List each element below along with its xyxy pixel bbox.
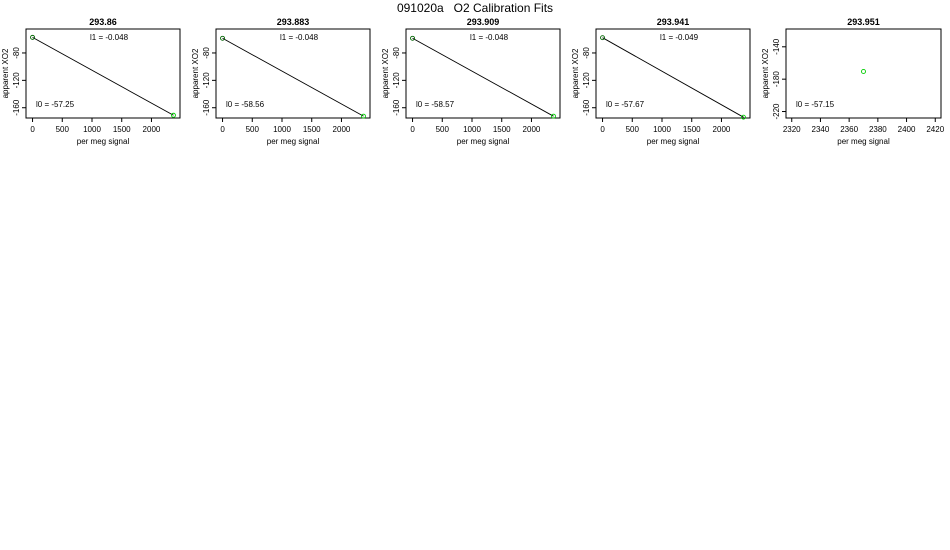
slope-annotation: l1 = -0.048 — [470, 33, 509, 42]
y-tick-label: -120 — [202, 72, 211, 89]
data-point — [220, 35, 225, 41]
y-axis-label: apparent XO2 — [381, 48, 390, 98]
chart-panel-1: 293.86 0 500 1000 1500 2000 -160 -120 -80 per meg… — [1, 17, 181, 146]
x-tick-label: 500 — [246, 125, 260, 134]
intercept-annotation: l0 = -57.25 — [36, 100, 75, 109]
x-tick-label: 1500 — [113, 125, 131, 134]
slope-annotation: l1 = -0.048 — [280, 33, 319, 42]
x-tick-label: 2000 — [713, 125, 731, 134]
intercept-annotation: l0 = -58.57 — [416, 100, 455, 109]
x-tick-label: 1000 — [463, 125, 481, 134]
y-tick-label: -120 — [582, 72, 591, 89]
x-tick-label: 500 — [626, 125, 640, 134]
x-tick-label: 0 — [220, 125, 225, 134]
panel-title: 293.941 — [657, 17, 690, 27]
x-tick-label: 1000 — [653, 125, 671, 134]
data-point — [30, 34, 35, 40]
data-point — [861, 69, 866, 74]
figure-title: 091020a O2 Calibration Fits — [397, 1, 553, 15]
panel-title: 293.951 — [847, 17, 880, 27]
intercept-annotation: l0 = -57.67 — [606, 100, 645, 109]
y-axis-label: apparent XO2 — [1, 48, 10, 98]
panels: 293.86 0 500 1000 1500 2000 -160 -120 -80 per meg… — [1, 17, 945, 146]
data-point — [600, 35, 605, 41]
y-tick-label: -160 — [202, 99, 211, 116]
y-tick-label: -180 — [772, 71, 781, 88]
x-tick-label: 2000 — [143, 125, 161, 134]
y-axis-label: apparent XO2 — [191, 48, 200, 98]
y-tick-label: -80 — [582, 47, 591, 59]
x-axis-label: per meg signal — [647, 137, 700, 146]
x-tick-label: 1000 — [83, 125, 101, 134]
data-point — [551, 113, 556, 119]
x-tick-label: 2320 — [783, 125, 801, 134]
x-tick-label: 0 — [600, 125, 605, 134]
y-tick-label: -160 — [12, 99, 21, 116]
x-tick-label: 1500 — [683, 125, 701, 134]
x-tick-label: 0 — [410, 125, 415, 134]
x-axis-label: per meg signal — [457, 137, 510, 146]
panel-title: 293.909 — [467, 17, 500, 27]
panel-title: 293.86 — [89, 17, 117, 27]
y-tick-label: -80 — [392, 47, 401, 59]
y-tick-label: -120 — [12, 72, 21, 89]
x-tick-label: 1000 — [273, 125, 291, 134]
x-axis-label: per meg signal — [837, 137, 890, 146]
chart-panel-5: 293.951 2320 2340 2360 2380 2400 2420 -220 -180 -… — [761, 17, 945, 146]
intercept-annotation: l0 = -58.56 — [226, 100, 265, 109]
x-tick-label: 2400 — [898, 125, 916, 134]
x-tick-label: 2000 — [333, 125, 351, 134]
x-axis-label: per meg signal — [77, 137, 130, 146]
data-point — [741, 114, 746, 120]
y-tick-label: -160 — [582, 99, 591, 116]
fit-line — [32, 36, 174, 116]
y-tick-label: -80 — [12, 47, 21, 59]
y-tick-label: -160 — [392, 99, 401, 116]
y-tick-label: -220 — [772, 103, 781, 120]
data-point — [171, 112, 176, 118]
slope-annotation: l1 = -0.048 — [90, 33, 129, 42]
x-tick-label: 2380 — [869, 125, 887, 134]
y-tick-label: -80 — [202, 47, 211, 59]
data-point — [410, 35, 415, 41]
x-tick-label: 500 — [56, 125, 70, 134]
y-axis-label: apparent XO2 — [761, 48, 770, 98]
x-tick-label: 0 — [30, 125, 35, 134]
x-tick-label: 2000 — [523, 125, 541, 134]
fit-line — [412, 37, 554, 117]
y-tick-label: -140 — [772, 38, 781, 55]
fit-line — [602, 37, 744, 118]
y-tick-label: -120 — [392, 72, 401, 89]
x-tick-label: 1500 — [303, 125, 321, 134]
chart-panel-4: 293.941 0 500 1000 1500 2000 -160 -120 -80 per me… — [571, 17, 751, 146]
fit-line — [222, 37, 364, 117]
x-tick-label: 500 — [436, 125, 450, 134]
slope-annotation: l1 = -0.049 — [660, 33, 699, 42]
x-tick-label: 1500 — [493, 125, 511, 134]
y-axis-label: apparent XO2 — [571, 48, 580, 98]
x-tick-label: 2340 — [812, 125, 830, 134]
chart-panel-2: 293.883 0 500 1000 1500 2000 -160 -120 -80 per me… — [191, 17, 371, 146]
x-tick-label: 2420 — [926, 125, 944, 134]
panel-title: 293.883 — [277, 17, 310, 27]
chart-panel-3: 293.909 0 500 1000 1500 2000 -160 -120 -80 per me… — [381, 17, 561, 146]
x-axis-label: per meg signal — [267, 137, 320, 146]
data-point — [361, 113, 366, 119]
intercept-annotation: l0 = -57.15 — [796, 100, 835, 109]
x-tick-label: 2360 — [840, 125, 858, 134]
